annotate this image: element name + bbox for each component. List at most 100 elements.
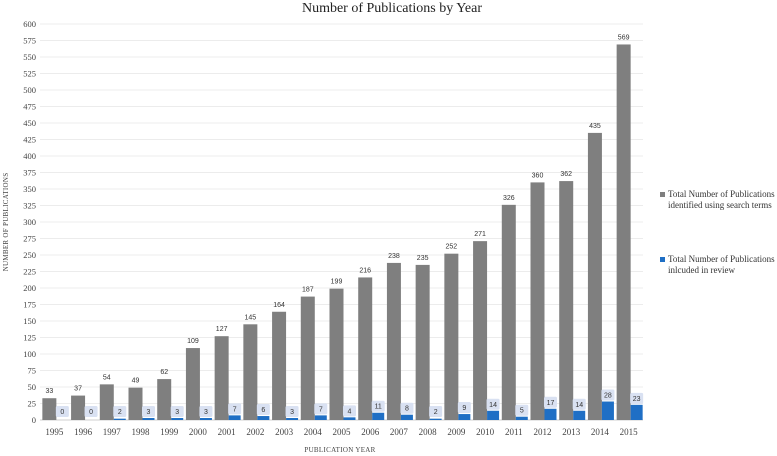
y-axis-ticks: 0 25 50 75 100 125 150 175 200 225 250 275 300 325 350… bbox=[23, 19, 36, 425]
bar-total bbox=[616, 44, 631, 421]
bar-total-label: 187 bbox=[302, 287, 314, 294]
bar-included-label-box bbox=[515, 404, 529, 416]
bar-included-label-box bbox=[256, 404, 270, 416]
y-tick-label: 75 bbox=[28, 366, 37, 376]
bar-included-label-box bbox=[457, 402, 471, 414]
x-axis-ticks: 1995 1996 1997 1998 1999 2000 2001 2002 2003 2004… bbox=[45, 427, 638, 437]
bar-included-label-box bbox=[170, 406, 184, 417]
y-tick-label: 200 bbox=[23, 283, 36, 293]
bar-included-label-box bbox=[314, 403, 328, 415]
bar-total-label: 362 bbox=[560, 171, 572, 178]
y-tick-label: 475 bbox=[23, 102, 36, 112]
bar-included-label: 3 bbox=[204, 409, 208, 416]
y-tick-label: 400 bbox=[23, 151, 36, 161]
bar-total bbox=[415, 264, 430, 420]
x-tick-label: 2005 bbox=[333, 427, 352, 437]
bar-included-label: 2 bbox=[434, 409, 438, 416]
bar-included-label-box bbox=[544, 396, 557, 408]
x-tick-label: 2012 bbox=[534, 427, 552, 437]
bar-included bbox=[601, 401, 614, 420]
x-tick-label: 2015 bbox=[620, 427, 639, 437]
x-tick-label: 2003 bbox=[275, 427, 294, 437]
x-tick-label: 1999 bbox=[160, 427, 179, 437]
bar-included bbox=[286, 418, 299, 420]
bar-included-label: 14 bbox=[489, 402, 497, 409]
bar-total bbox=[243, 324, 258, 420]
bar-total bbox=[530, 182, 545, 420]
x-tick-label: 1995 bbox=[45, 427, 64, 437]
bar-total bbox=[185, 348, 200, 420]
bar-included-label-box bbox=[343, 405, 356, 417]
bar-included bbox=[630, 404, 643, 420]
bar-included-label: 17 bbox=[547, 400, 555, 407]
bar-total bbox=[157, 379, 172, 420]
bar-total-label: 569 bbox=[618, 34, 630, 41]
bar-included bbox=[343, 417, 356, 420]
bar-included-label-box bbox=[486, 398, 500, 410]
bar-total bbox=[214, 336, 229, 420]
bar-total bbox=[473, 241, 488, 420]
bar-included-label: 3 bbox=[147, 409, 151, 416]
bar-total-label: 62 bbox=[160, 369, 168, 376]
y-tick-label: 375 bbox=[23, 168, 36, 178]
chart-title: Number of Publications by Year bbox=[302, 1, 482, 16]
y-tick-label: 275 bbox=[23, 234, 36, 244]
bar-included bbox=[458, 414, 471, 420]
bar-included-label-box bbox=[630, 392, 644, 404]
y-axis-label: NUMBER OF PUBLICATIONS bbox=[2, 173, 10, 272]
x-tick-label: 2011 bbox=[505, 427, 523, 437]
bar-total bbox=[587, 132, 602, 420]
bar-total bbox=[300, 296, 315, 420]
bar-total bbox=[358, 277, 373, 420]
bar-included-label: 0 bbox=[60, 409, 64, 416]
x-tick-label: 2013 bbox=[562, 427, 581, 437]
bar-included-label: 0 bbox=[89, 409, 93, 416]
bar-total bbox=[99, 384, 114, 420]
bar-included-label-box bbox=[371, 400, 385, 412]
y-tick-label: 175 bbox=[23, 300, 36, 310]
bar-included bbox=[515, 416, 528, 420]
bar-total bbox=[71, 395, 86, 420]
bar-included-label: 4 bbox=[348, 408, 352, 415]
y-tick-label: 525 bbox=[23, 69, 36, 79]
x-tick-label: 2001 bbox=[218, 427, 236, 437]
bar-included-label: 28 bbox=[604, 393, 612, 400]
y-tick-label: 50 bbox=[28, 382, 37, 392]
bar-total bbox=[329, 288, 344, 420]
x-tick-label: 2004 bbox=[304, 427, 323, 437]
bar-included-label-box bbox=[84, 406, 98, 417]
bar-included-label: 7 bbox=[233, 406, 237, 413]
bar-included bbox=[314, 415, 327, 420]
bar-total-label: 33 bbox=[45, 388, 53, 395]
bar-total-label: 235 bbox=[417, 255, 429, 262]
y-tick-label: 325 bbox=[23, 201, 36, 211]
x-tick-label: 1998 bbox=[132, 427, 151, 437]
bar-included-label: 14 bbox=[575, 402, 583, 409]
bar-included-label: 3 bbox=[290, 409, 294, 416]
x-tick-label: 2008 bbox=[419, 427, 438, 437]
bar-total-label: 145 bbox=[245, 314, 257, 321]
bar-total-label: 49 bbox=[132, 378, 140, 385]
bar-included-label-box bbox=[601, 389, 615, 401]
bar-included-label-box bbox=[142, 406, 155, 417]
bar-total bbox=[501, 204, 516, 420]
x-tick-label: 1997 bbox=[103, 427, 122, 437]
y-tick-label: 250 bbox=[23, 250, 36, 260]
y-tick-label: 0 bbox=[32, 415, 36, 425]
x-tick-label: 2007 bbox=[390, 427, 409, 437]
legend-entry: identified using search terms bbox=[668, 200, 772, 210]
bar-included-label-box bbox=[400, 402, 414, 414]
bar-included-label: 9 bbox=[462, 405, 466, 412]
bar-total bbox=[42, 398, 57, 420]
bar-included-label-box bbox=[113, 406, 127, 417]
bar-included bbox=[372, 412, 385, 420]
bar-included-label: 3 bbox=[175, 409, 179, 416]
bar-included-label: 5 bbox=[520, 408, 524, 415]
bar-total-label: 216 bbox=[359, 267, 371, 274]
bar-included bbox=[573, 410, 586, 420]
bar-included bbox=[544, 408, 557, 420]
bar-included-label-box bbox=[429, 406, 443, 417]
bar-included-label-box bbox=[55, 406, 69, 417]
